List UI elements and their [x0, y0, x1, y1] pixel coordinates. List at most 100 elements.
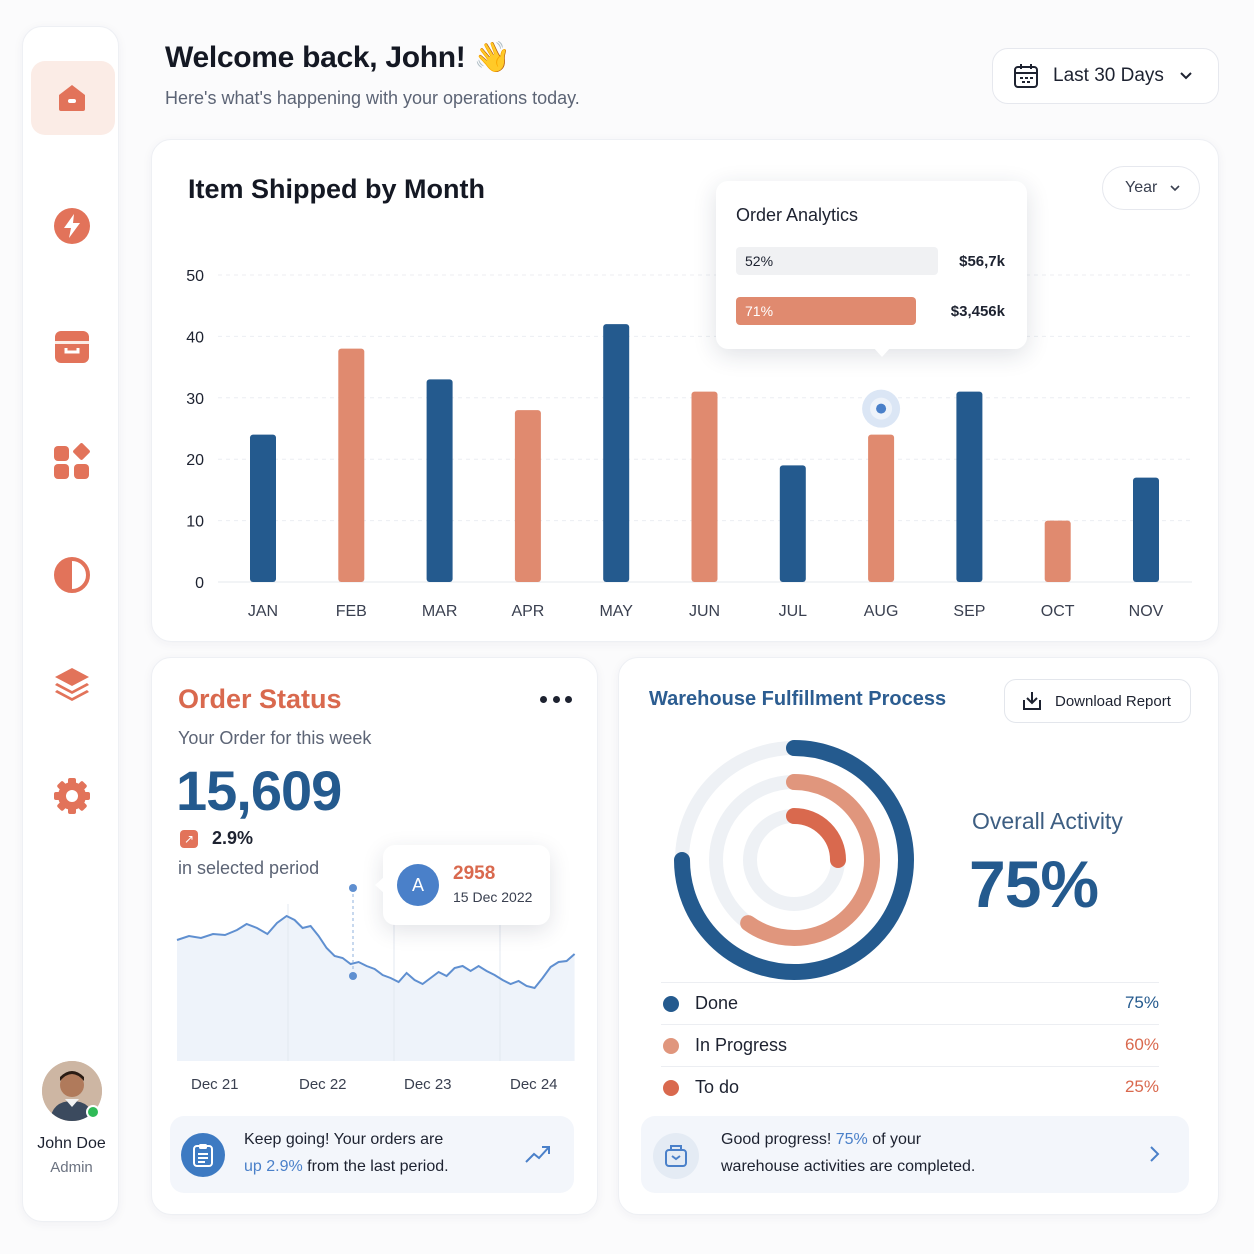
- x-tick-label: AUG: [864, 603, 899, 620]
- date-range-select[interactable]: Last 30 Days: [992, 48, 1219, 104]
- legend-dot: [663, 1038, 679, 1054]
- order-count: 15,609: [176, 759, 342, 822]
- legend-name: In Progress: [695, 1035, 788, 1055]
- y-tick-label: 10: [186, 514, 204, 531]
- tooltip-pct: 52%: [745, 253, 774, 269]
- bar: [250, 434, 276, 582]
- order-status-card: Order Status Your Order for this week 15…: [151, 657, 598, 1215]
- warehouse-title: Warehouse Fulfillment Process: [649, 688, 947, 710]
- insight-highlight: 75%: [835, 1131, 868, 1148]
- bar: [514, 410, 541, 582]
- chevron-down-icon: [1180, 72, 1192, 80]
- online-status-dot: [86, 1105, 100, 1119]
- chevron-right-icon[interactable]: [1146, 1144, 1162, 1164]
- y-tick-label: 40: [186, 329, 204, 346]
- page-subtitle: Here's what's happening with your operat…: [165, 88, 580, 108]
- nav-theme-button[interactable]: [51, 554, 93, 596]
- gear-icon: [54, 778, 90, 814]
- x-tick-label: MAR: [422, 603, 458, 620]
- nav-apps-button[interactable]: [51, 441, 93, 483]
- legend-value: 60%: [1124, 1035, 1159, 1054]
- x-tick-label: JAN: [248, 603, 278, 620]
- warehouse-insight-banner[interactable]: Good progress! 75% of your warehouse act…: [641, 1116, 1189, 1193]
- line-x-label: Dec 22: [299, 1076, 347, 1093]
- tooltip-title: Order Analytics: [736, 205, 859, 225]
- package-icon: [653, 1133, 699, 1179]
- page-title: Welcome back, John! 👋: [165, 41, 511, 74]
- bar: [868, 434, 895, 582]
- y-tick-label: 0: [195, 575, 204, 592]
- order-status-title: Order Status: [178, 684, 342, 714]
- legend-dot: [663, 996, 679, 1012]
- bar: [603, 324, 630, 582]
- user-role: Admin: [50, 1159, 93, 1176]
- tooltip-bar-fill: [736, 297, 916, 325]
- bar: [1133, 477, 1159, 582]
- legend-value: 75%: [1124, 993, 1159, 1012]
- popover-pointer: [375, 877, 384, 893]
- y-tick-label: 50: [186, 268, 204, 285]
- layers-icon: [55, 668, 89, 701]
- more-options-button[interactable]: [540, 696, 572, 706]
- bar: [956, 391, 983, 582]
- bar: [338, 348, 365, 582]
- popover-value: 2958: [453, 863, 496, 884]
- home-icon: [59, 85, 85, 111]
- legend-name: To do: [695, 1077, 740, 1097]
- overall-activity-label: Overall Activity: [972, 808, 1123, 834]
- download-icon: [1023, 692, 1041, 710]
- insight-suffix: of your: [867, 1131, 922, 1148]
- activity-rings-chart: [674, 740, 914, 980]
- x-tick-label: APR: [511, 603, 544, 620]
- tooltip-pct: 71%: [745, 303, 774, 319]
- line-x-label: Dec 24: [510, 1076, 558, 1093]
- orders-line-chart: [176, 884, 576, 1061]
- line-x-label: Dec 23: [404, 1076, 452, 1093]
- insight-line-2-text: from the last period.: [302, 1158, 449, 1175]
- insight-line-2: up 2.9% from the last period.: [244, 1158, 449, 1176]
- highlight-marker: [876, 403, 887, 414]
- bar: [1044, 520, 1071, 582]
- grid-icon: [54, 443, 90, 479]
- line-area: [177, 916, 575, 1061]
- selected-point: [349, 972, 357, 980]
- x-tick-label: FEB: [336, 603, 367, 620]
- insight-line-1: Keep going! Your orders are: [244, 1131, 444, 1148]
- nav-home-button[interactable]: [51, 77, 93, 119]
- nav-layers-button[interactable]: [51, 663, 93, 705]
- download-report-button[interactable]: Download Report: [1004, 679, 1191, 723]
- popover-avatar: A: [397, 864, 439, 906]
- ring-progress: [674, 740, 914, 980]
- insight-highlight: up 2.9%: [244, 1158, 303, 1175]
- data-point-popover: A 2958 15 Dec 2022: [375, 845, 550, 925]
- sidebar: John Doe Admin: [22, 26, 119, 1222]
- tooltip-bar-track: 71%: [736, 297, 916, 325]
- ring-progress: [786, 808, 846, 868]
- x-tick-label: SEP: [953, 603, 985, 620]
- legend-row-in-progress: In Progress 60%: [661, 1024, 1159, 1066]
- chevron-down-icon: [1170, 185, 1180, 192]
- period-select[interactable]: Year: [1102, 166, 1200, 210]
- shipped-bar-chart: 0 10 20 30 40 50 JAN FEB MAR APR MAY JUN JUL AUG SEP OC…: [186, 268, 1192, 620]
- chart-title: Item Shipped by Month: [188, 174, 485, 204]
- nav-archive-button[interactable]: [51, 326, 93, 368]
- x-tick-label: MAY: [599, 603, 633, 620]
- archive-box-icon: [55, 331, 89, 363]
- overall-activity-value: 75%: [969, 847, 1099, 921]
- nav-activity-button[interactable]: [51, 205, 93, 247]
- legend-row-to-do: To do 25%: [661, 1066, 1159, 1108]
- trending-up-icon[interactable]: [524, 1142, 552, 1166]
- x-tick-label: OCT: [1041, 603, 1075, 620]
- order-analytics-tooltip: Order Analytics 52% $56,7k 71% $3,456k: [716, 181, 1027, 357]
- warehouse-insight-line-1: Good progress! 75% of your: [721, 1131, 921, 1149]
- nav-settings-button[interactable]: [51, 775, 93, 817]
- date-range-label: Last 30 Days: [1053, 65, 1164, 86]
- tooltip-value: $3,456k: [950, 303, 1005, 320]
- bar: [426, 379, 453, 582]
- download-report-label: Download Report: [1055, 692, 1171, 710]
- legend-row-done: Done 75%: [661, 982, 1159, 1024]
- tooltip-bar-track: 52%: [736, 247, 938, 275]
- orders-line: [176, 914, 576, 990]
- user-name: John Doe: [37, 1135, 106, 1152]
- contrast-icon: [54, 557, 90, 593]
